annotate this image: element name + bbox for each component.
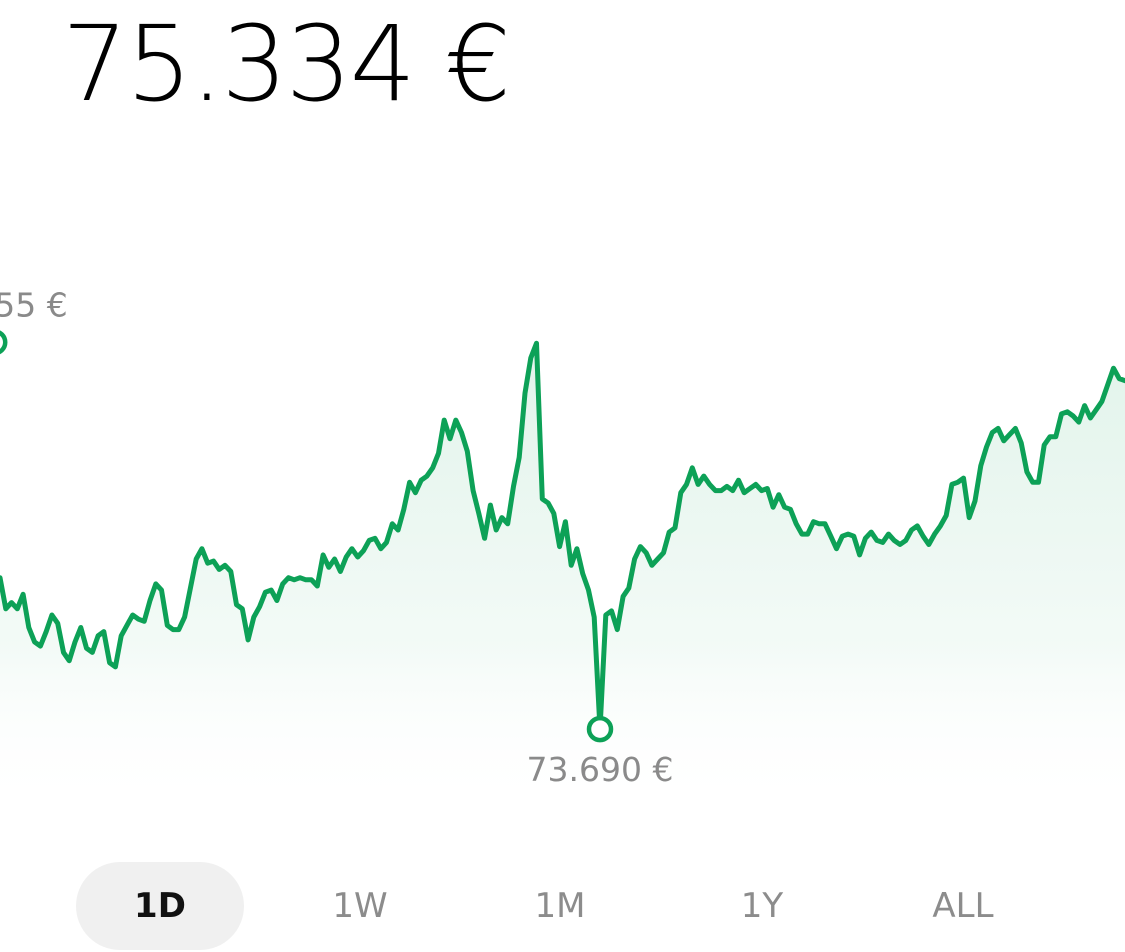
chart-high-label: 75.555 €	[0, 285, 68, 324]
chart-low-marker	[586, 715, 614, 743]
range-1d-button[interactable]: 1D	[76, 862, 244, 950]
range-all-button[interactable]: ALL	[932, 886, 994, 926]
time-range-selector: 1D 1W 1M 1Y ALL	[0, 862, 1125, 950]
portfolio-value: 75.334 €	[62, 3, 511, 125]
chart-area-fill	[0, 343, 1125, 810]
range-1y-button[interactable]: 1Y	[740, 886, 784, 926]
chart-price-line	[0, 340, 1125, 732]
range-1w-button[interactable]: 1W	[332, 886, 388, 926]
price-chart: 75.555 € 73.690 €	[0, 285, 1125, 810]
chart-low-label: 73.690 €	[527, 750, 674, 789]
chart-high-marker	[0, 330, 8, 355]
range-1m-button[interactable]: 1M	[534, 886, 586, 926]
